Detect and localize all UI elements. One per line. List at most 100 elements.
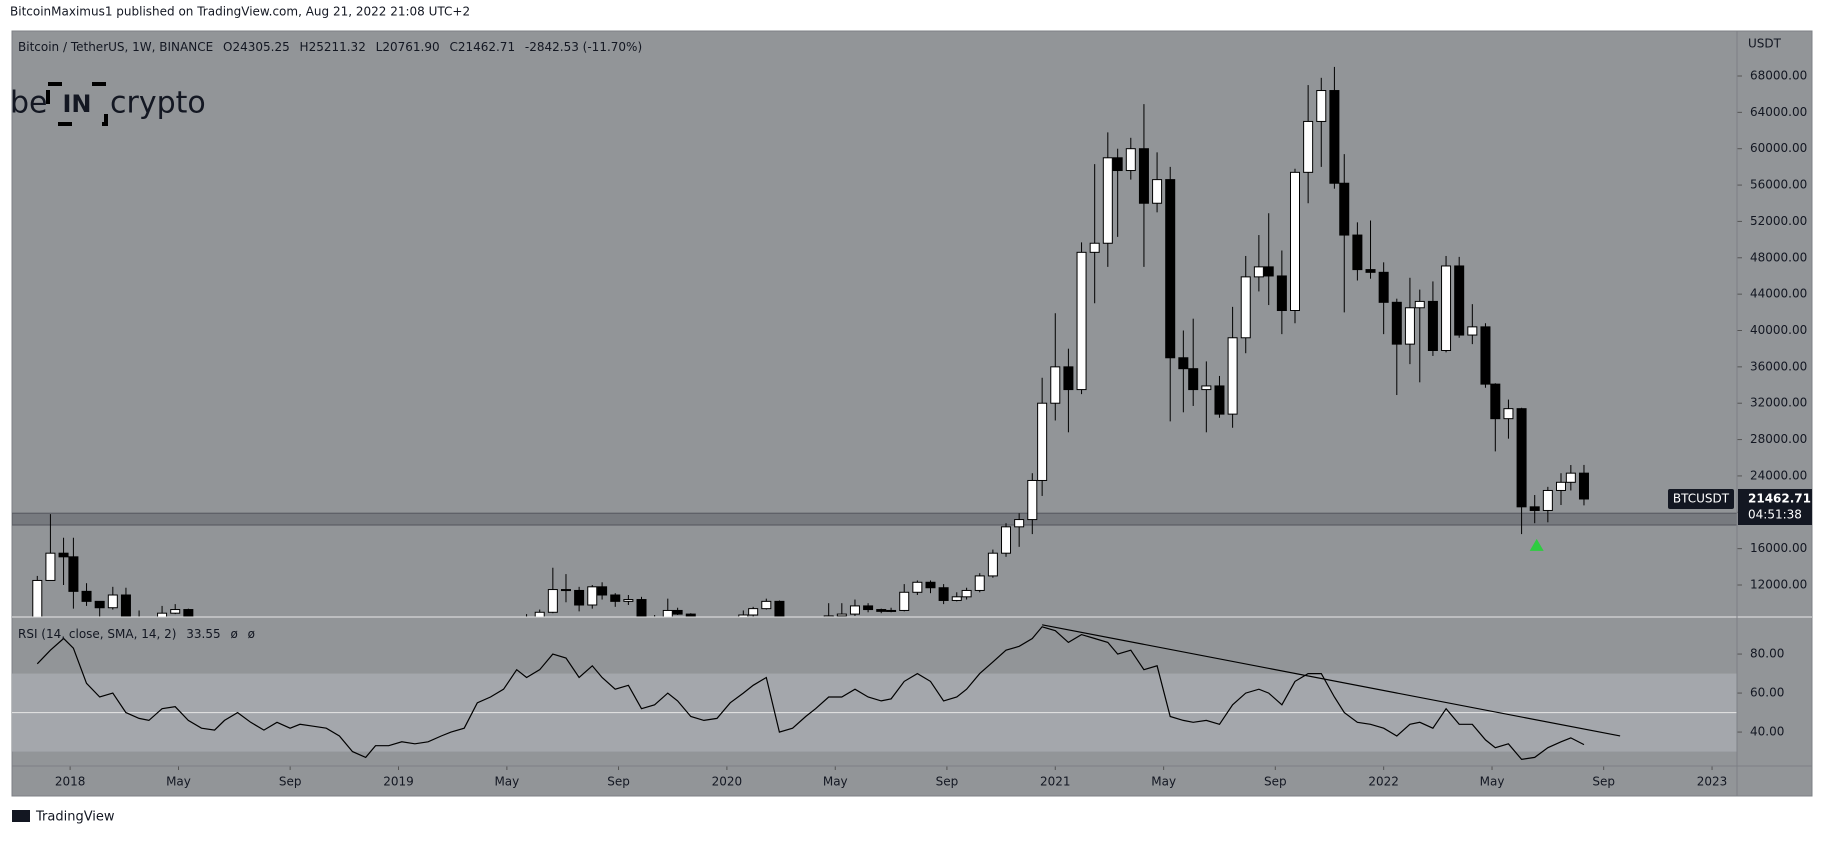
candle-body — [1263, 266, 1274, 277]
logo-bracket — [46, 82, 108, 126]
candle-body — [774, 600, 785, 617]
x-tick-label: Sep — [936, 775, 959, 789]
candle-body — [560, 589, 571, 592]
candle-body — [1441, 265, 1452, 351]
x-tick-label: May — [494, 775, 519, 789]
candle-body — [1089, 242, 1100, 253]
candle-body — [1352, 234, 1363, 271]
candle-body — [1076, 251, 1087, 391]
candle-body — [823, 615, 834, 617]
x-tick-label: May — [166, 775, 191, 789]
attribution: BitcoinMaximus1 published on TradingView… — [10, 5, 470, 19]
candle-body — [1542, 489, 1553, 511]
axes: 12000.0016000.0020000.0024000.0028000.00… — [55, 68, 1812, 789]
footer-icon — [12, 810, 30, 822]
candle-body — [1138, 148, 1149, 204]
ohlc: H25211.32 — [300, 40, 366, 54]
candle-body — [1188, 368, 1199, 391]
candle-body — [1063, 366, 1074, 391]
rsi-extra: ø — [230, 627, 237, 641]
symbol-legend: Bitcoin / TetherUS, 1W, BINANCE O24305.2… — [18, 40, 642, 54]
change: -2842.53 (-11.70%) — [525, 40, 642, 54]
series-tag-text: BTCUSDT — [1673, 491, 1730, 505]
candle-body — [597, 586, 608, 596]
y-tick-label: 40.00 — [1750, 725, 1784, 739]
countdown: 04:51:38 — [1748, 507, 1802, 521]
candle-body — [1037, 402, 1048, 481]
rsi-title: RSI (14, close, SMA, 14, 2) — [18, 627, 176, 641]
candle-body — [157, 612, 168, 617]
candle-body — [849, 605, 860, 615]
candle-body — [81, 590, 92, 602]
candle-body — [863, 605, 874, 611]
ohlc: O24305.25 — [223, 40, 290, 54]
logo-text: be — [10, 86, 48, 121]
marker — [1529, 538, 1544, 551]
y-tick-label: 80.00 — [1750, 647, 1784, 661]
candle-body — [836, 613, 847, 617]
candle-body — [58, 552, 69, 558]
candle-body — [1303, 120, 1314, 173]
candle-body — [547, 589, 558, 613]
candle-body — [107, 594, 118, 609]
candle-body — [1503, 408, 1514, 420]
candle-body — [961, 589, 972, 598]
x-tick-label: 2023 — [1697, 775, 1728, 789]
y-tick-label: 36000.00 — [1750, 359, 1807, 373]
candle-body — [987, 552, 998, 577]
candle-body — [1014, 519, 1025, 528]
series-tag — [1668, 488, 1734, 509]
x-tick-label: Sep — [1264, 775, 1287, 789]
candle-body — [1578, 472, 1589, 500]
footer: TradingView — [12, 810, 115, 825]
candle-body — [912, 581, 923, 593]
candle-body — [1102, 157, 1113, 244]
candle-body — [1490, 383, 1501, 420]
y-tick-label: 12000.00 — [1750, 578, 1807, 592]
candle-body — [1529, 506, 1540, 511]
candle-body — [1427, 300, 1438, 351]
candle-body — [183, 609, 194, 617]
footer-text: TradingView — [35, 810, 115, 825]
x-tick-label: 2018 — [55, 775, 86, 789]
price-tag — [1738, 488, 1812, 525]
candle-body — [636, 599, 647, 617]
rsi-legend: RSI (14, close, SMA, 14, 2) 33.55 ø ø — [18, 627, 255, 641]
candle-body — [623, 599, 634, 602]
rsi-value: 33.55 — [186, 627, 220, 641]
logo-text: IN — [62, 90, 91, 118]
price-panel — [12, 66, 1737, 617]
candle-body — [32, 579, 43, 617]
y-tick-label: 48000.00 — [1750, 250, 1807, 264]
y-tick-label: 64000.00 — [1750, 105, 1807, 119]
candle-body — [45, 552, 56, 581]
candle-body — [1201, 385, 1212, 391]
candle-body — [1391, 301, 1402, 345]
candle-body — [748, 608, 759, 616]
candle-body — [1365, 269, 1376, 273]
candle-body — [1565, 472, 1576, 483]
candle-body — [1050, 366, 1061, 404]
candle-body — [1329, 90, 1340, 184]
candle-body — [1480, 326, 1491, 385]
y-tick-label: 40000.00 — [1750, 323, 1807, 337]
y-tick-label: 28000.00 — [1750, 432, 1807, 446]
x-tick-label: Sep — [1592, 775, 1615, 789]
candle-body — [1214, 385, 1225, 415]
candle-body — [587, 586, 598, 606]
y-tick-label: 52000.00 — [1750, 214, 1807, 228]
rsi-line — [36, 626, 1585, 761]
candle-body — [1152, 179, 1163, 204]
candle-body — [1555, 481, 1566, 491]
candle-body — [899, 591, 910, 611]
candle-body — [761, 600, 772, 610]
candle-body — [1404, 307, 1415, 345]
candle-body — [662, 609, 673, 617]
x-tick-label: May — [1480, 775, 1505, 789]
candle-body — [1227, 337, 1238, 415]
logo-text: crypto — [110, 86, 206, 121]
candle-body — [938, 587, 949, 601]
candle-body — [170, 609, 181, 614]
